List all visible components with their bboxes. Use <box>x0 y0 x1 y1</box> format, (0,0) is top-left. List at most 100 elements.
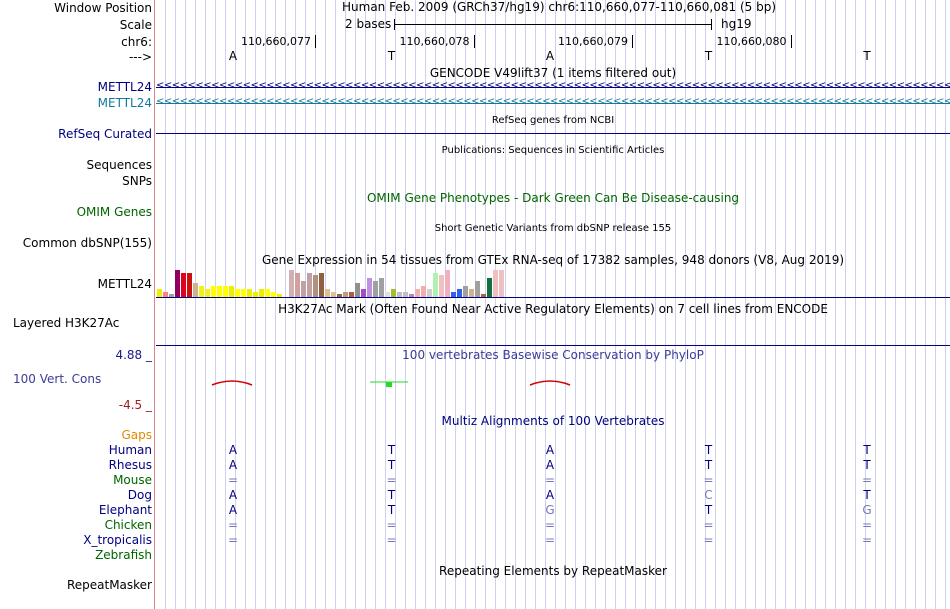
gtex-tissue-bar[interactable] <box>295 273 300 297</box>
strand-label[interactable]: ---> <box>128 50 152 64</box>
reference-base: T <box>704 49 713 63</box>
species-label[interactable]: Chicken <box>104 518 152 532</box>
gtex-tissue-bar[interactable] <box>247 289 252 297</box>
gtex-tissue-bar[interactable] <box>163 292 168 297</box>
gtex-tissue-bar[interactable] <box>337 294 342 297</box>
species-label[interactable]: Dog <box>127 488 152 502</box>
gtex-tissue-bar[interactable] <box>343 292 348 297</box>
gencode-gene-1-arrows[interactable]: <<<<<<<<<<<<<<<<<<<<<<<<<<<<<<<<<<<<<<<<… <box>156 80 950 91</box>
gtex-tissue-bar[interactable] <box>367 278 372 297</box>
gtex-tissue-bar[interactable] <box>457 289 462 297</box>
window-position-label[interactable]: Window Position <box>54 1 152 15</box>
gtex-tissue-bar[interactable] <box>415 289 420 297</box>
gtex-tissue-bar[interactable] <box>481 294 486 297</box>
gtex-tissue-bar[interactable] <box>241 289 246 297</box>
repeatmasker-label[interactable]: RepeatMasker <box>66 578 152 592</box>
gtex-tissue-bar[interactable] <box>181 273 186 297</box>
snps-label[interactable]: SNPs <box>122 174 152 188</box>
gaps-label[interactable]: Gaps <box>121 428 152 442</box>
alignment-base: A <box>545 443 555 457</box>
gtex-tissue-bar[interactable] <box>379 278 384 297</box>
gencode-gene-2-line[interactable] <box>156 103 950 104</box>
gtex-tissue-bar[interactable] <box>469 289 474 297</box>
refseq-gene-line[interactable] <box>156 133 950 134</box>
alignment-base: = <box>544 518 556 532</box>
gtex-tissue-bar[interactable] <box>229 286 234 297</box>
gtex-tissue-bar[interactable] <box>307 273 312 297</box>
gtex-tissue-bar[interactable] <box>325 289 330 297</box>
species-label[interactable]: Zebrafish <box>95 548 152 562</box>
alignment-base: A <box>228 488 238 502</box>
gtex-tissue-bar[interactable] <box>445 270 450 297</box>
gtex-tissue-bar[interactable] <box>385 292 390 297</box>
gtex-tissue-bar[interactable] <box>373 281 378 297</box>
gtex-tissue-bar[interactable] <box>157 289 162 297</box>
gencode-gene-label-2[interactable]: METTL24 <box>97 96 152 110</box>
species-label[interactable]: Human <box>108 443 152 457</box>
species-label[interactable]: Elephant <box>98 503 152 517</box>
gtex-tissue-bar[interactable] <box>403 292 408 297</box>
alignment-base: T <box>863 458 871 472</box>
gtex-tissue-bar[interactable] <box>475 281 480 297</box>
alignment-base: T <box>387 503 396 517</box>
gtex-tissue-bar[interactable] <box>277 294 282 297</box>
refseq-label[interactable]: RefSeq Curated <box>58 127 152 141</box>
gtex-tissue-bar[interactable] <box>271 292 276 297</box>
omim-title: OMIM Gene Phenotypes - Dark Green Can Be… <box>366 191 740 205</box>
species-label[interactable]: Rhesus <box>108 458 152 472</box>
gtex-tissue-bar[interactable] <box>439 275 444 297</box>
gtex-tissue-bar[interactable] <box>397 292 402 297</box>
dbsnp-label[interactable]: Common dbSNP(155) <box>22 236 152 250</box>
gtex-tissue-bar[interactable] <box>313 275 318 297</box>
gtex-tissue-bar[interactable] <box>217 286 222 297</box>
gtex-tissue-bar[interactable] <box>289 270 294 297</box>
species-label[interactable]: Mouse <box>113 473 152 487</box>
gtex-tissue-bar[interactable] <box>253 292 258 297</box>
alignment-base: = <box>227 518 239 532</box>
gtex-tissue-bar[interactable] <box>499 270 504 297</box>
gtex-tissue-bar[interactable] <box>193 283 198 297</box>
gtex-tissue-bar[interactable] <box>331 292 336 297</box>
sequences-label[interactable]: Sequences <box>86 158 152 172</box>
omim-label[interactable]: OMIM Genes <box>76 205 152 219</box>
gtex-tissue-bar[interactable] <box>355 283 360 297</box>
gtex-gene-label[interactable]: METTL24 <box>97 277 152 291</box>
ruler-tick-label: 110,660,077 <box>241 35 311 48</box>
h3k27ac-label[interactable]: Layered H3K27Ac <box>13 316 120 330</box>
gtex-tissue-bar[interactable] <box>361 289 366 297</box>
alignment-base: T <box>704 458 713 472</box>
gencode-gene-1-line[interactable] <box>156 87 950 88</box>
gtex-tissue-bar[interactable] <box>259 289 264 297</box>
label-divider[interactable] <box>154 0 155 609</box>
phylop-title: 100 vertebrates Basewise Conservation by… <box>402 348 704 362</box>
gtex-tissue-bar[interactable] <box>319 273 324 297</box>
gtex-tissue-bar[interactable] <box>301 281 306 297</box>
species-label[interactable]: X_tropicalis <box>83 533 152 547</box>
gtex-tissue-bar[interactable] <box>487 278 492 297</box>
gtex-tissue-bar[interactable] <box>235 289 240 297</box>
window-position-value[interactable]: Human Feb. 2009 (GRCh37/hg19) chr6:110,6… <box>342 0 777 14</box>
gtex-tissue-bar[interactable] <box>391 289 396 297</box>
chrom-label[interactable]: chr6: <box>121 35 152 49</box>
phylop-label[interactable]: 100 Vert. Cons <box>13 372 102 386</box>
gtex-tissue-bar[interactable] <box>427 289 432 297</box>
gtex-tissue-bar[interactable] <box>421 286 426 297</box>
gtex-tissue-bar[interactable] <box>433 273 438 297</box>
gtex-tissue-bar[interactable] <box>223 286 228 297</box>
scale-label[interactable]: Scale <box>119 18 152 32</box>
gtex-tissue-bar[interactable] <box>205 289 210 297</box>
gtex-tissue-bar[interactable] <box>451 292 456 297</box>
gtex-tissue-bar[interactable] <box>265 289 270 297</box>
gtex-tissue-bar[interactable] <box>409 294 414 297</box>
gtex-tissue-bar[interactable] <box>211 286 216 297</box>
gtex-tissue-bar[interactable] <box>349 292 354 297</box>
gtex-tissue-bar[interactable] <box>175 270 180 297</box>
gtex-tissue-bar[interactable] <box>169 294 174 297</box>
gtex-tissue-bar[interactable] <box>493 270 498 297</box>
gencode-gene-label-1[interactable]: METTL24 <box>97 80 152 94</box>
gtex-tissue-bar[interactable] <box>463 286 468 297</box>
gtex-tissue-bar[interactable] <box>199 286 204 297</box>
gtex-tissue-bar[interactable] <box>187 273 192 297</box>
gencode-gene-2-arrows[interactable]: <<<<<<<<<<<<<<<<<<<<<<<<<<<<<<<<<<<<<<<<… <box>156 96 950 107</box>
